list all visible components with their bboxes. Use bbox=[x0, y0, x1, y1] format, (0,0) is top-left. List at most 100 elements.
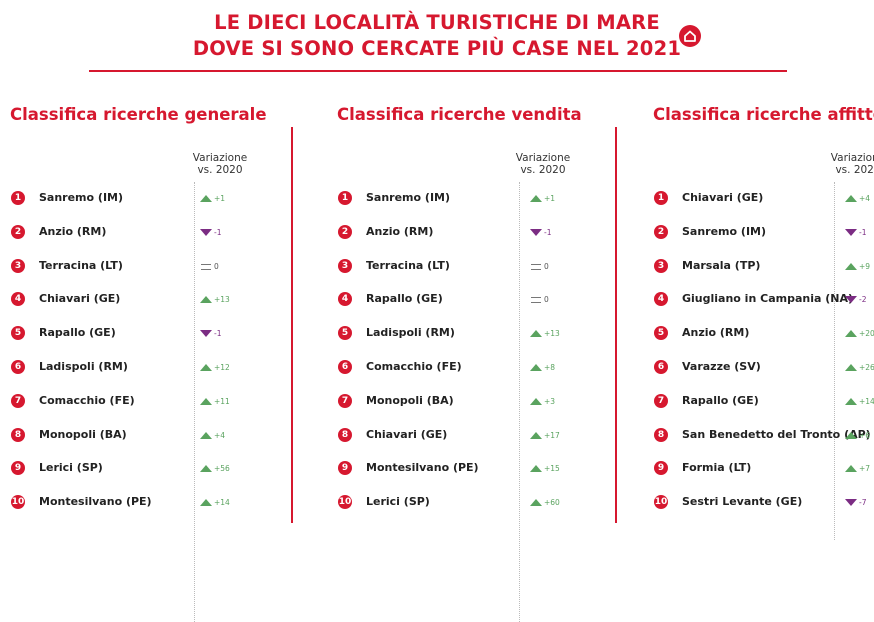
location-name: Anzio (RM) bbox=[366, 224, 434, 238]
rank-badge: 9 bbox=[11, 461, 25, 476]
trend-up-icon bbox=[200, 397, 212, 405]
variation-header-line-2: vs. 2020 bbox=[835, 164, 874, 176]
trend-down-icon bbox=[530, 228, 542, 236]
variation: +11 bbox=[200, 396, 240, 408]
ranking-general: Classifica ricerche generale Variazione vs… bbox=[10, 100, 280, 622]
trend-down-icon bbox=[845, 499, 857, 507]
ranking-row: 8 Chiavari (GE) +17 bbox=[337, 427, 637, 448]
variation-value: +4 bbox=[859, 194, 871, 203]
location-name: Sanremo (IM) bbox=[682, 224, 767, 238]
trend-up-icon bbox=[845, 330, 857, 338]
variation: +14 bbox=[845, 396, 874, 408]
variation-header-line-1: Variazione bbox=[192, 152, 248, 164]
variation-value: +8 bbox=[544, 363, 556, 372]
ranking-row: 2 Sanremo (IM) -1 bbox=[653, 224, 874, 245]
trend-down-icon bbox=[845, 228, 857, 236]
page-title-line-1: LE DIECI LOCALITÀ TURISTICHE DI MARE bbox=[214, 11, 660, 34]
variation: +26 bbox=[845, 362, 874, 374]
trend-down-icon bbox=[200, 330, 212, 338]
variation-value: +17 bbox=[544, 430, 560, 440]
ranking-row: 8 San Benedetto del Tronto (AP) +6 bbox=[653, 427, 874, 448]
variation-header-line-2: vs. 2020 bbox=[520, 164, 566, 176]
location-name: Terracina (LT) bbox=[366, 258, 450, 272]
ranking-row: 3 Terracina (LT) 0 bbox=[10, 258, 310, 279]
variation-value: +4 bbox=[214, 430, 226, 440]
variation: +1 bbox=[530, 193, 570, 205]
variation: +8 bbox=[530, 362, 570, 374]
rank-badge: 6 bbox=[338, 360, 352, 374]
variation: -1 bbox=[200, 227, 240, 239]
variation: +56 bbox=[200, 463, 240, 475]
rank-badge: 8 bbox=[11, 427, 25, 442]
location-name: Marsala (TP) bbox=[682, 258, 761, 272]
variation: +6 bbox=[845, 430, 874, 442]
rank-badge: 7 bbox=[654, 393, 668, 408]
variation-value: 0 bbox=[214, 261, 219, 271]
column-divider bbox=[615, 127, 617, 523]
location-name: Anzio (RM) bbox=[682, 326, 750, 340]
ranking-row: 8 Monopoli (BA) +4 bbox=[10, 427, 310, 448]
trend-up-icon bbox=[530, 364, 542, 371]
rank-badge: 8 bbox=[338, 427, 352, 442]
variation: -7 bbox=[845, 497, 874, 509]
rank-badge: 3 bbox=[338, 258, 352, 273]
home-icon[interactable] bbox=[679, 25, 701, 47]
variation: -2 bbox=[845, 294, 874, 306]
rank-badge: 4 bbox=[11, 292, 25, 307]
location-name: Lerici (SP) bbox=[39, 461, 103, 475]
ranking-sale: Classifica ricerche vendita Variazione vs.… bbox=[337, 100, 607, 622]
trend-up-icon bbox=[530, 499, 542, 507]
ranking-row: 5 Anzio (RM) +20 bbox=[653, 326, 874, 346]
variation-value: +15 bbox=[544, 464, 560, 474]
trend-up-icon bbox=[530, 330, 542, 338]
location-name: Comacchio (FE) bbox=[39, 393, 135, 407]
location-name: Chiavari (GE) bbox=[39, 292, 121, 306]
trend-equal-icon bbox=[201, 263, 211, 270]
trend-up-icon bbox=[845, 262, 857, 270]
variation: +4 bbox=[845, 193, 874, 205]
rank-badge: 10 bbox=[654, 495, 668, 510]
variation-value: -1 bbox=[544, 227, 552, 237]
variation: 0 bbox=[530, 261, 570, 273]
ranking-row: 2 Anzio (RM) -1 bbox=[337, 224, 637, 245]
rank-badge: 4 bbox=[654, 292, 668, 307]
ranking-rent: Classifica ricerche affitto Variazionevs.… bbox=[653, 100, 874, 540]
ranking-row: 6 Ladispoli (RM) +12 bbox=[10, 360, 310, 380]
trend-up-icon bbox=[845, 397, 857, 405]
rank-badge: 2 bbox=[654, 224, 668, 239]
location-name: Comacchio (FE) bbox=[366, 360, 462, 373]
variation-value: -1 bbox=[859, 227, 867, 237]
location-name: Montesilvano (PE) bbox=[366, 461, 479, 475]
variation-value: +56 bbox=[214, 464, 230, 474]
location-name: Sanremo (IM) bbox=[39, 191, 124, 204]
ranking-row: 5 Ladispoli (RM) +13 bbox=[337, 326, 637, 346]
ranking-row: 3 Marsala (TP) +9 bbox=[653, 258, 874, 279]
ranking-row: 3 Terracina (LT) 0 bbox=[337, 258, 637, 279]
variation: +17 bbox=[530, 430, 570, 442]
variation-value: 0 bbox=[544, 295, 549, 305]
rank-badge: 1 bbox=[11, 191, 25, 205]
ranking-row: 5 Rapallo (GE) -1 bbox=[10, 326, 310, 346]
location-name: Chiavari (GE) bbox=[682, 191, 764, 204]
ranking-row: 9 Montesilvano (PE) +15 bbox=[337, 461, 637, 481]
variation-header-line-2: vs. 2020 bbox=[197, 164, 243, 176]
trend-up-icon bbox=[530, 397, 542, 405]
rank-badge: 5 bbox=[654, 326, 668, 341]
trend-up-icon bbox=[200, 364, 212, 371]
rank-badge: 9 bbox=[654, 461, 668, 476]
rank-badge: 6 bbox=[654, 360, 668, 374]
variation-value: -1 bbox=[214, 329, 222, 339]
location-name: Rapallo (GE) bbox=[366, 292, 443, 306]
ranking-row: 10 Montesilvano (PE) +14 bbox=[10, 495, 310, 515]
variation: +4 bbox=[200, 430, 240, 442]
variation-value: +12 bbox=[214, 363, 230, 372]
location-name: Monopoli (BA) bbox=[366, 393, 454, 407]
variation: -1 bbox=[200, 328, 240, 340]
trend-down-icon bbox=[200, 228, 212, 236]
trend-up-icon bbox=[530, 195, 542, 202]
variation: +60 bbox=[530, 497, 570, 509]
variation-value: +14 bbox=[859, 396, 874, 406]
trend-up-icon bbox=[200, 195, 212, 202]
trend-equal-icon bbox=[531, 297, 541, 304]
